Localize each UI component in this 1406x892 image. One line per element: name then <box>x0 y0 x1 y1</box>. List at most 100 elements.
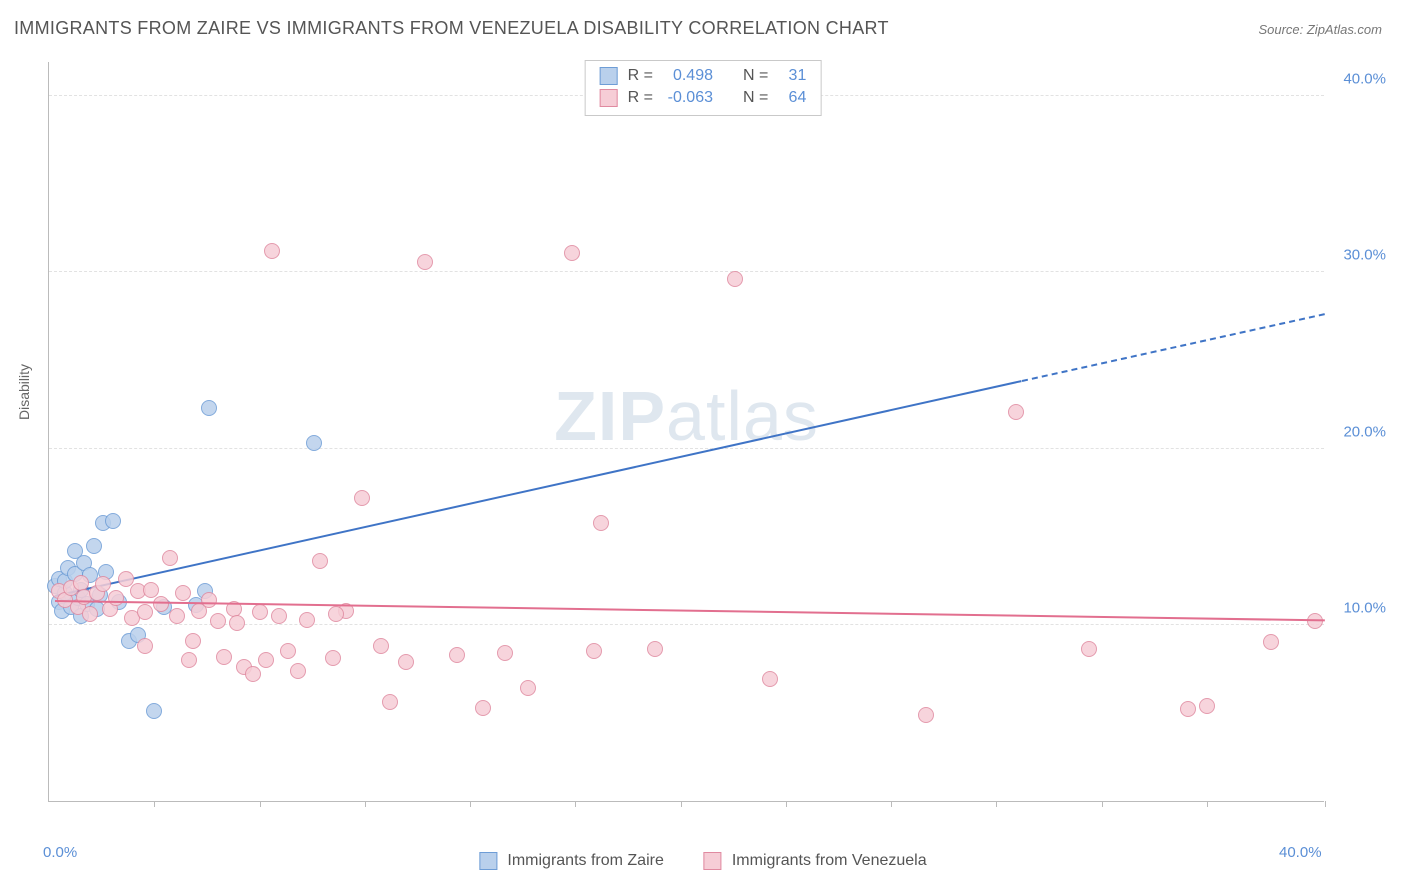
x-tick <box>1102 801 1103 807</box>
data-point <box>162 550 178 566</box>
gridline <box>49 271 1324 272</box>
data-point <box>299 612 315 628</box>
data-point <box>95 576 111 592</box>
legend-swatch <box>600 67 618 85</box>
x-tick <box>154 801 155 807</box>
legend-n-label: N = <box>743 65 768 87</box>
data-point <box>727 271 743 287</box>
data-point <box>86 538 102 554</box>
watermark-bold: ZIP <box>554 377 666 455</box>
watermark: ZIPatlas <box>554 376 819 456</box>
data-point <box>497 645 513 661</box>
data-point <box>593 515 609 531</box>
series-legend-label: Immigrants from Zaire <box>507 852 663 870</box>
legend-swatch <box>600 89 618 107</box>
data-point <box>252 604 268 620</box>
trend-line-dashed <box>1022 313 1325 382</box>
legend-n-label: N = <box>743 87 768 109</box>
chart-title: IMMIGRANTS FROM ZAIRE VS IMMIGRANTS FROM… <box>14 18 889 39</box>
series-legend: Immigrants from Zaire Immigrants from Ven… <box>479 852 926 870</box>
data-point <box>417 254 433 270</box>
data-point <box>201 400 217 416</box>
data-point <box>137 604 153 620</box>
data-point <box>271 608 287 624</box>
x-tick <box>681 801 682 807</box>
data-point <box>210 613 226 629</box>
x-tick <box>365 801 366 807</box>
data-point <box>328 606 344 622</box>
data-point <box>118 571 134 587</box>
data-point <box>258 652 274 668</box>
data-point <box>82 606 98 622</box>
x-tick <box>891 801 892 807</box>
legend-r-value: 0.498 <box>663 65 713 87</box>
x-tick <box>575 801 576 807</box>
trend-line <box>55 600 1325 621</box>
data-point <box>1081 641 1097 657</box>
legend-swatch <box>704 852 722 870</box>
data-point <box>312 553 328 569</box>
data-point <box>564 245 580 261</box>
data-point <box>306 435 322 451</box>
x-tick <box>786 801 787 807</box>
data-point <box>398 654 414 670</box>
x-tick-label: 40.0% <box>1279 844 1322 861</box>
legend-swatch <box>479 852 497 870</box>
plot-area: ZIPatlas 10.0%20.0%30.0%40.0%0.0%40.0% <box>48 62 1324 802</box>
correlation-legend: R = 0.498 N = 31 R = -0.063 N = 64 <box>585 60 822 116</box>
data-point <box>382 694 398 710</box>
data-point <box>290 663 306 679</box>
data-point <box>137 638 153 654</box>
trend-line <box>55 380 1022 597</box>
x-tick <box>1207 801 1208 807</box>
legend-n-value: 31 <box>778 65 806 87</box>
source-name: ZipAtlas.com <box>1307 22 1382 37</box>
data-point <box>143 582 159 598</box>
legend-r-label: R = <box>628 65 653 87</box>
data-point <box>245 666 261 682</box>
correlation-legend-row: R = -0.063 N = 64 <box>600 87 807 109</box>
legend-r-value: -0.063 <box>663 87 713 109</box>
legend-n-value: 64 <box>778 87 806 109</box>
x-tick <box>1325 801 1326 807</box>
gridline <box>49 448 1324 449</box>
data-point <box>185 633 201 649</box>
y-tick-label: 10.0% <box>1343 599 1386 616</box>
data-point <box>1008 404 1024 420</box>
x-tick <box>260 801 261 807</box>
series-legend-item: Immigrants from Zaire <box>479 852 663 870</box>
data-point <box>105 513 121 529</box>
y-tick-label: 40.0% <box>1343 71 1386 88</box>
data-point <box>354 490 370 506</box>
data-point <box>520 680 536 696</box>
data-point <box>762 671 778 687</box>
data-point <box>586 643 602 659</box>
x-tick <box>996 801 997 807</box>
correlation-legend-row: R = 0.498 N = 31 <box>600 65 807 87</box>
data-point <box>475 700 491 716</box>
x-tick-label: 0.0% <box>43 844 77 861</box>
data-point <box>449 647 465 663</box>
data-point <box>647 641 663 657</box>
y-axis-label: Disability <box>16 364 32 420</box>
data-point <box>175 585 191 601</box>
y-tick-label: 20.0% <box>1343 423 1386 440</box>
series-legend-label: Immigrants from Venezuela <box>732 852 927 870</box>
data-point <box>1180 701 1196 717</box>
source-attribution: Source: ZipAtlas.com <box>1258 22 1382 37</box>
y-tick-label: 30.0% <box>1343 247 1386 264</box>
legend-r-label: R = <box>628 87 653 109</box>
data-point <box>280 643 296 659</box>
series-legend-item: Immigrants from Venezuela <box>704 852 927 870</box>
data-point <box>1263 634 1279 650</box>
source-prefix: Source: <box>1258 22 1306 37</box>
data-point <box>181 652 197 668</box>
data-point <box>1199 698 1215 714</box>
data-point <box>918 707 934 723</box>
data-point <box>146 703 162 719</box>
data-point <box>264 243 280 259</box>
data-point <box>229 615 245 631</box>
data-point <box>325 650 341 666</box>
data-point <box>216 649 232 665</box>
data-point <box>169 608 185 624</box>
